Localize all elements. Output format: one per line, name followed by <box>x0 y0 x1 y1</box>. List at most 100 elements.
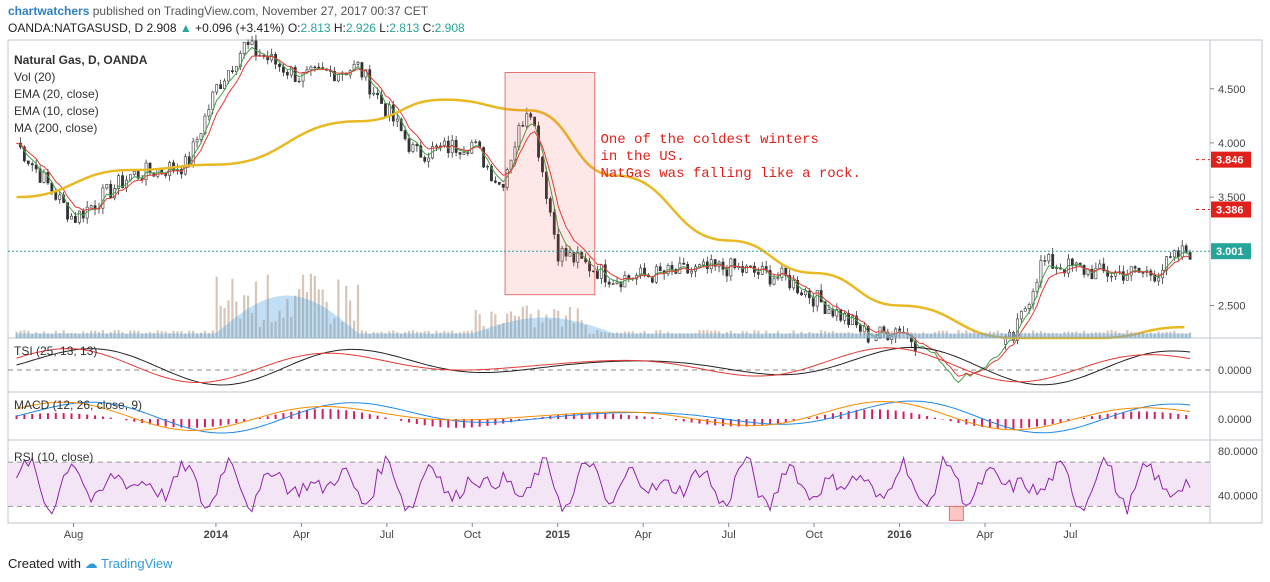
macd-hist-bar <box>1059 419 1062 423</box>
macd-hist-bar <box>180 419 183 428</box>
volume-bar <box>1079 333 1082 338</box>
volume-bar <box>294 295 297 338</box>
volume-bar <box>741 330 744 338</box>
candle-body <box>285 71 289 76</box>
candle-body <box>399 118 403 131</box>
macd-hist-bar <box>627 415 630 419</box>
candle-body <box>454 140 458 153</box>
macd-hist-bar <box>651 417 654 419</box>
candle-body <box>215 84 219 93</box>
candle-body <box>301 72 305 82</box>
volume-bar <box>219 305 222 338</box>
volume-bar <box>498 324 501 338</box>
volume-bar <box>392 330 395 338</box>
volume-bar <box>792 330 795 338</box>
candle-body <box>1082 265 1086 275</box>
volume-bar <box>125 333 128 338</box>
tradingview-logo-icon[interactable]: ☁ <box>84 556 98 571</box>
volume-bar <box>1122 333 1125 338</box>
volume-bar <box>545 314 548 338</box>
candle-body <box>26 160 30 164</box>
volume-bar <box>270 322 273 338</box>
volume-bar <box>435 330 438 338</box>
legend-item: Natural Gas, D, OANDA <box>14 53 148 67</box>
volume-bar <box>882 331 886 338</box>
volume-bar <box>451 330 454 338</box>
volume-bar <box>933 332 937 338</box>
candle-body <box>588 261 591 272</box>
volume-bar <box>969 332 972 338</box>
macd-hist-bar <box>619 414 622 419</box>
volume-bar <box>910 332 913 338</box>
tradingview-brand[interactable]: TradingView <box>101 556 173 571</box>
volume-bar <box>1016 331 1019 338</box>
volume-bar <box>215 276 218 338</box>
volume-bar <box>635 333 638 338</box>
candle-body <box>309 66 313 71</box>
volume-bar <box>710 331 713 338</box>
macd-hist-bar <box>282 413 285 419</box>
candle-body <box>30 163 34 166</box>
macd-hist-bar <box>1106 413 1109 419</box>
candle-body <box>403 130 407 140</box>
author-link[interactable]: chartwatchers <box>8 4 90 18</box>
candle-body <box>497 182 501 185</box>
volume-bar <box>1031 330 1035 338</box>
macd-hist-bar <box>565 414 568 419</box>
macd-hist-bar <box>792 419 795 421</box>
candle-body <box>529 113 533 118</box>
candle-body <box>289 67 293 76</box>
volume-bar <box>278 310 281 338</box>
volume-bar <box>608 333 611 338</box>
macd-hist-bar <box>39 413 42 419</box>
macd-hist-bar <box>690 419 693 423</box>
candle-body <box>784 267 788 276</box>
volume-bar <box>627 331 630 338</box>
volume-bar <box>855 333 858 338</box>
macd-hist-bar <box>722 419 725 426</box>
volume-bar <box>129 330 132 338</box>
volume-bar <box>541 322 544 338</box>
candle-body <box>525 113 529 127</box>
volume-bar <box>776 330 780 338</box>
volume-bar <box>690 333 693 338</box>
volume-bar <box>572 322 575 338</box>
volume-bar <box>474 309 477 338</box>
volume-bar <box>109 332 112 338</box>
volume-bar <box>1071 331 1074 338</box>
macd-hist-bar <box>305 409 308 419</box>
volume-bar <box>349 300 352 338</box>
volume-bar <box>949 333 952 338</box>
volume-bar <box>737 333 740 338</box>
candle-body <box>756 272 760 275</box>
volume-bar <box>356 284 360 338</box>
macd-hist-bar <box>235 419 238 424</box>
volume-bar <box>670 333 674 338</box>
macd-hist-bar <box>1161 412 1164 419</box>
candle-body <box>1023 308 1027 312</box>
macd-hist-bar <box>243 419 246 422</box>
volume-bar <box>1137 332 1141 338</box>
volume-bar <box>82 331 85 338</box>
macd-tick: 0.0000 <box>1218 414 1252 426</box>
volume-bar <box>62 330 65 338</box>
macd-hist-bar <box>360 412 363 419</box>
candle-body <box>195 139 199 143</box>
volume-bar <box>15 331 18 338</box>
volume-bar <box>333 317 336 338</box>
macd-hist-bar <box>918 414 921 419</box>
candle-body <box>1169 256 1172 258</box>
candle-body <box>148 162 152 174</box>
volume-bar <box>729 330 732 338</box>
rsi-tick: 80.0000 <box>1218 446 1258 458</box>
volume-bar <box>517 316 521 338</box>
volume-bar <box>804 333 807 338</box>
candle-body <box>772 278 776 285</box>
x-tick-label: 2015 <box>545 529 569 541</box>
macd-hist-bar <box>769 419 772 425</box>
macd-hist-bar <box>1012 419 1015 429</box>
legend-item: Vol (20) <box>14 70 55 84</box>
candle-body <box>831 309 835 317</box>
volume-bar <box>643 331 646 338</box>
